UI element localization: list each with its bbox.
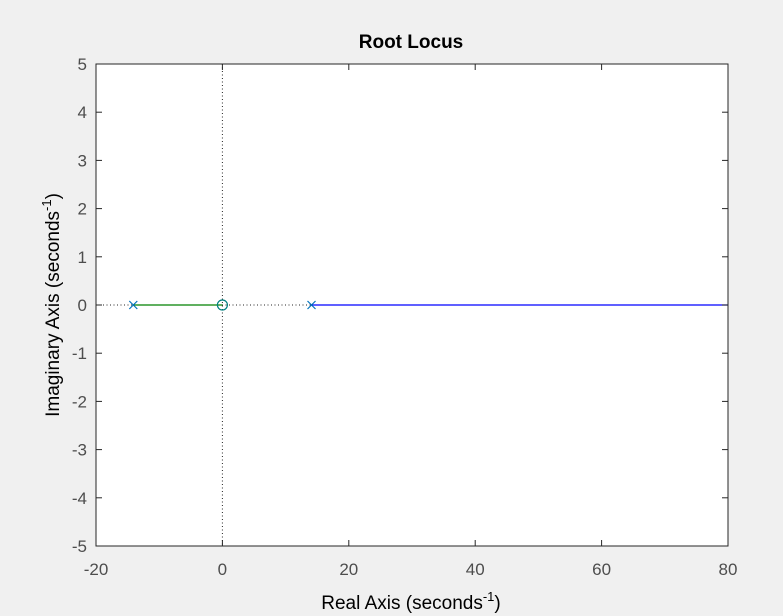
- x-tick-label: 60: [592, 560, 611, 579]
- y-axis-label-close: ): [43, 193, 64, 199]
- y-tick-label: -2: [72, 392, 87, 411]
- y-axis-label-superscript: -1: [39, 199, 54, 211]
- tick-marks: [95, 63, 729, 547]
- x-axis-label-main: Real Axis (seconds: [321, 593, 483, 614]
- x-tick-label: -20: [84, 560, 109, 579]
- x-tick-label: 20: [339, 560, 358, 579]
- chart-title: Root Locus: [359, 32, 464, 53]
- x-tick-label: 0: [218, 560, 227, 579]
- x-tick-label: 40: [466, 560, 485, 579]
- y-tick-label: -1: [72, 344, 87, 363]
- y-tick-label: 3: [78, 151, 87, 170]
- x-axis-label: Real Axis (seconds-1): [321, 589, 500, 614]
- y-axis-label: Imaginary Axis (seconds-1): [39, 193, 64, 417]
- y-tick-label: 1: [78, 248, 87, 267]
- pole-marker-2: [307, 300, 316, 310]
- y-tick-label: 5: [78, 55, 87, 74]
- y-tick-label: 0: [78, 296, 87, 315]
- pole-marker-1: [128, 300, 138, 310]
- y-tick-label: -5: [72, 537, 87, 556]
- y-tick-label: -4: [72, 489, 87, 508]
- pole-zero-markers: [128, 299, 316, 311]
- y-tick-labels: 5 4 3 2 1 0 -1 -2 -3 -4 -5: [72, 55, 87, 556]
- x-tick-labels: -20 0 20 40 60 80: [84, 560, 738, 579]
- x-axis-label-close: ): [494, 593, 500, 614]
- pole-marker-stroke: [128, 300, 138, 310]
- pole-marker-stroke: [307, 300, 316, 310]
- x-axis-label-superscript: -1: [483, 589, 495, 604]
- y-tick-label: 4: [78, 103, 87, 122]
- x-tick-label: 80: [719, 560, 738, 579]
- y-tick-label: 2: [78, 200, 87, 219]
- y-axis-label-main: Imaginary Axis (seconds: [43, 211, 64, 417]
- y-tick-label: -3: [72, 441, 87, 460]
- zero-marker-1: [216, 299, 228, 311]
